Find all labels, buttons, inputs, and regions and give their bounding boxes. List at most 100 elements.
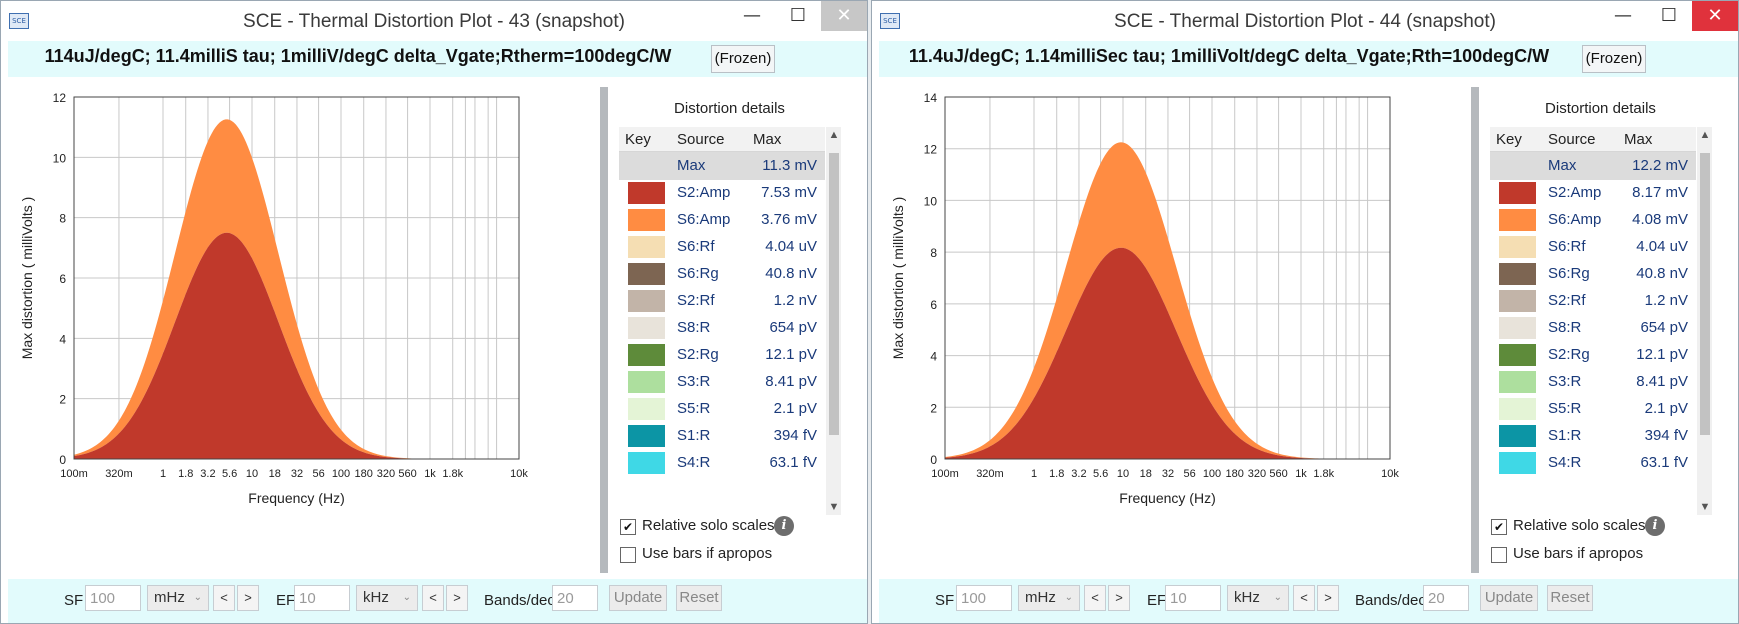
row-source: S2:Rf <box>1548 292 1586 309</box>
info-icon[interactable]: i <box>774 516 794 536</box>
ef-input[interactable]: 10 <box>1165 585 1221 611</box>
minimize-button[interactable]: — <box>1614 5 1632 26</box>
maximize-button[interactable]: ☐ <box>789 5 807 26</box>
table-row[interactable]: S1:R 394 fV <box>1490 422 1696 450</box>
use-bars-checkbox[interactable] <box>620 547 636 563</box>
ef-unit-select[interactable]: kHz ⌄ <box>1227 585 1289 611</box>
frozen-button[interactable]: (Frozen) <box>1582 45 1646 73</box>
scroll-thumb[interactable] <box>1700 153 1710 435</box>
details-table[interactable]: Key Source Max Max 12.2 mV S2:Amp 8.17 mV S6… <box>1490 127 1712 517</box>
plot-area: 0 2 4 6 8 10 12 100m 320m 1 1.8 3.2 5.6 10 18 32 56 100 18… <box>8 77 598 579</box>
bands-per-decade-input[interactable]: 20 <box>1423 585 1469 611</box>
table-row[interactable]: S6:Rg 40.8 nV <box>619 260 825 288</box>
title-bar[interactable]: SCE SCE - Thermal Distortion Plot - 43 (… <box>1 1 867 41</box>
table-row[interactable]: S8:R 654 pV <box>1490 314 1696 342</box>
info-icon[interactable]: i <box>1645 516 1665 536</box>
table-row[interactable]: S3:R 8.41 pV <box>619 368 825 396</box>
table-row[interactable]: S2:Rf 1.2 nV <box>1490 287 1696 315</box>
table-row[interactable]: S8:R 654 pV <box>619 314 825 342</box>
table-row[interactable]: S1:R 394 fV <box>619 422 825 450</box>
title-bar[interactable]: SCE SCE - Thermal Distortion Plot - 44 (… <box>872 1 1738 41</box>
window-title: SCE - Thermal Distortion Plot - 44 (snap… <box>1114 11 1496 32</box>
y-tick-label: 12 <box>924 143 938 157</box>
table-row[interactable]: S2:Rg 12.1 pV <box>619 341 825 369</box>
relative-solo-scales-label[interactable]: Relative solo scales <box>1513 517 1646 534</box>
sf-unit-select[interactable]: mHz ⌄ <box>147 585 209 611</box>
table-row[interactable]: S6:Rf 4.04 uV <box>1490 233 1696 261</box>
chevron-down-icon: ⌄ <box>1273 592 1282 603</box>
maximize-button[interactable]: ☐ <box>1660 5 1678 26</box>
panel-splitter[interactable] <box>1471 87 1479 573</box>
panel-splitter[interactable] <box>600 87 608 573</box>
update-button[interactable]: Update <box>609 585 667 611</box>
relative-solo-scales-checkbox[interactable]: ✔ <box>1491 519 1507 535</box>
frozen-button[interactable]: (Frozen) <box>711 45 775 73</box>
sf-step-down-button[interactable]: < <box>213 585 235 611</box>
column-header-max[interactable]: Max <box>1624 131 1653 148</box>
series-color-swatch <box>628 452 665 474</box>
scroll-up-icon[interactable]: ▲ <box>1699 129 1711 141</box>
sf-input[interactable]: 100 <box>85 585 141 611</box>
x-tick-label: 56 <box>312 468 324 480</box>
close-button[interactable]: ✕ <box>821 1 867 31</box>
ef-step-down-button[interactable]: < <box>422 585 444 611</box>
ef-input[interactable]: 10 <box>294 585 350 611</box>
sf-step-down-button[interactable]: < <box>1084 585 1106 611</box>
ef-unit-select[interactable]: kHz ⌄ <box>356 585 418 611</box>
update-button[interactable]: Update <box>1480 585 1538 611</box>
column-header-key[interactable]: Key <box>1496 131 1522 148</box>
table-row[interactable]: S5:R 2.1 pV <box>1490 395 1696 423</box>
sf-input[interactable]: 100 <box>956 585 1012 611</box>
close-button[interactable]: ✕ <box>1692 1 1738 31</box>
y-tick-label: 0 <box>930 453 937 467</box>
table-scrollbar[interactable]: ▲ ▼ <box>1697 127 1712 515</box>
minimize-button[interactable]: — <box>743 5 761 26</box>
column-header-source[interactable]: Source <box>677 131 725 148</box>
column-header-key[interactable]: Key <box>625 131 651 148</box>
relative-solo-scales-label[interactable]: Relative solo scales <box>642 517 775 534</box>
ef-step-up-button[interactable]: > <box>446 585 468 611</box>
table-row[interactable]: S2:Rf 1.2 nV <box>619 287 825 315</box>
table-row[interactable]: S3:R 8.41 pV <box>1490 368 1696 396</box>
table-row[interactable]: S6:Amp 3.76 mV <box>619 206 825 234</box>
sf-unit-select[interactable]: mHz ⌄ <box>1018 585 1080 611</box>
table-row[interactable]: S2:Amp 8.17 mV <box>1490 179 1696 207</box>
relative-solo-scales-checkbox[interactable]: ✔ <box>620 519 636 535</box>
sf-label: SF <box>935 592 955 609</box>
use-bars-label[interactable]: Use bars if apropos <box>642 545 773 562</box>
table-row[interactable]: S2:Rg 12.1 pV <box>1490 341 1696 369</box>
ef-step-up-button[interactable]: > <box>1317 585 1339 611</box>
scroll-thumb[interactable] <box>829 153 839 435</box>
table-row[interactable]: Max 11.3 mV <box>619 152 825 180</box>
parameters-headline[interactable]: 114uJ/degC; 11.4milliS tau; 1milliV/degC… <box>44 46 672 66</box>
table-row[interactable]: S6:Amp 4.08 mV <box>1490 206 1696 234</box>
table-scrollbar[interactable]: ▲ ▼ <box>826 127 841 515</box>
table-row[interactable]: Max 12.2 mV <box>1490 152 1696 180</box>
range-footer: SF 100 mHz ⌄ < > EF 10 kHz ⌄ < > Bands/dec… <box>8 579 867 623</box>
use-bars-label[interactable]: Use bars if apropos <box>1513 545 1644 562</box>
table-row[interactable]: S5:R 2.1 pV <box>619 395 825 423</box>
row-source: S2:Amp <box>677 184 731 201</box>
sf-step-up-button[interactable]: > <box>237 585 259 611</box>
window-title: SCE - Thermal Distortion Plot - 43 (snap… <box>243 11 625 32</box>
column-header-source[interactable]: Source <box>1548 131 1596 148</box>
row-max-value: 12.1 pV <box>765 346 817 363</box>
parameters-headline[interactable]: 11.4uJ/degC; 1.14milliSec tau; 1milliVol… <box>908 46 1550 66</box>
table-row[interactable]: S6:Rg 40.8 nV <box>1490 260 1696 288</box>
scroll-up-icon[interactable]: ▲ <box>828 129 840 141</box>
reset-button[interactable]: Reset <box>1547 585 1593 611</box>
use-bars-checkbox[interactable] <box>1491 547 1507 563</box>
details-table[interactable]: Key Source Max Max 11.3 mV S2:Amp 7.53 mV S6… <box>619 127 841 517</box>
sf-step-up-button[interactable]: > <box>1108 585 1130 611</box>
scroll-down-icon[interactable]: ▼ <box>828 501 840 513</box>
reset-button[interactable]: Reset <box>676 585 722 611</box>
scroll-down-icon[interactable]: ▼ <box>1699 501 1711 513</box>
bands-per-decade-input[interactable]: 20 <box>552 585 598 611</box>
table-row[interactable]: S6:Rf 4.04 uV <box>619 233 825 261</box>
row-source: S5:R <box>1548 400 1582 417</box>
column-header-max[interactable]: Max <box>753 131 782 148</box>
table-row[interactable]: S4:R 63.1 fV <box>1490 449 1696 477</box>
table-row[interactable]: S2:Amp 7.53 mV <box>619 179 825 207</box>
ef-step-down-button[interactable]: < <box>1293 585 1315 611</box>
table-row[interactable]: S4:R 63.1 fV <box>619 449 825 477</box>
